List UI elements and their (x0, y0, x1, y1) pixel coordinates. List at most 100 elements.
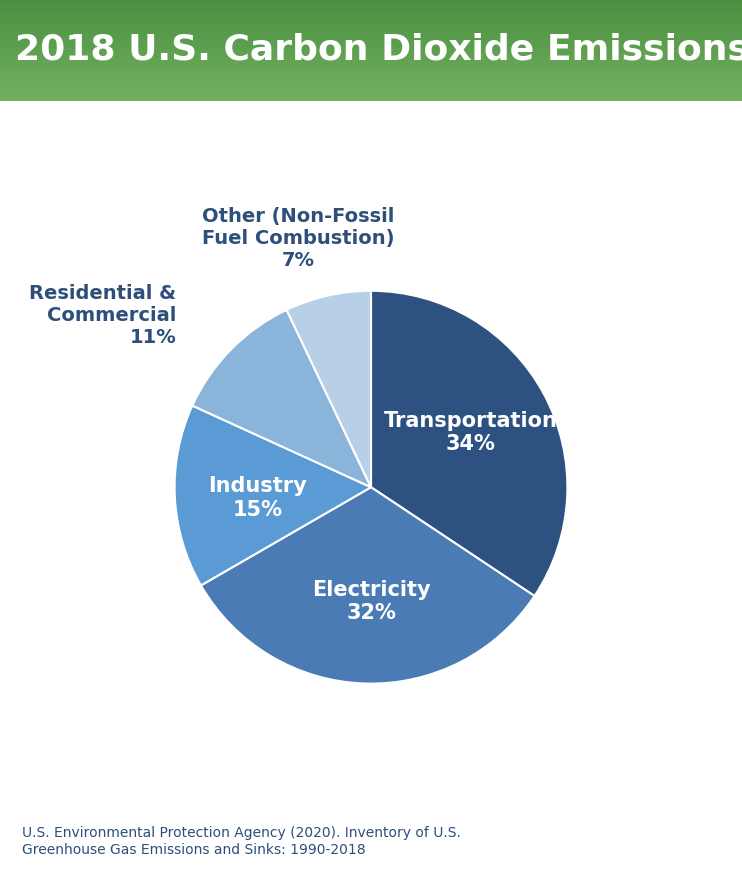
Bar (0, 58, 742, 59)
Wedge shape (371, 291, 568, 596)
Bar (0, 41, 742, 42)
Bar (0, 38, 742, 39)
Bar (0, 75, 742, 76)
Bar (0, 50, 742, 52)
Bar (0, 68, 742, 69)
Bar (0, 81, 742, 82)
Bar (0, 78, 742, 79)
Bar (0, 54, 742, 55)
Bar (0, 22, 742, 23)
Bar (0, 18, 742, 19)
Wedge shape (174, 406, 371, 586)
Bar (0, 9, 742, 10)
Text: Transportation
34%: Transportation 34% (384, 411, 558, 454)
Bar (0, 76, 742, 78)
Bar (0, 36, 742, 38)
Bar (0, 33, 742, 34)
Bar (0, 71, 742, 72)
Bar (0, 83, 742, 85)
Bar (0, 48, 742, 49)
Bar (0, 55, 742, 56)
Bar (0, 72, 742, 73)
Bar (0, 5, 742, 6)
Wedge shape (201, 487, 534, 683)
Bar (0, 80, 742, 81)
Bar (0, 32, 742, 33)
Bar (0, 26, 742, 27)
Bar (0, 52, 742, 53)
Bar (0, 13, 742, 14)
Bar (0, 35, 742, 36)
Bar (0, 88, 742, 89)
Text: Residential &
Commercial
11%: Residential & Commercial 11% (30, 284, 177, 347)
Bar (0, 92, 742, 93)
Bar (0, 27, 742, 28)
Bar (0, 63, 742, 65)
Bar (0, 82, 742, 83)
Bar (0, 94, 742, 95)
Bar (0, 93, 742, 94)
Bar (0, 16, 742, 17)
Bar (0, 73, 742, 74)
Bar (0, 15, 742, 16)
Text: U.S. Environmental Protection Agency (2020). Inventory of U.S.
Greenhouse Gas Em: U.S. Environmental Protection Agency (20… (22, 826, 461, 857)
Bar (0, 2, 742, 3)
Bar (0, 49, 742, 50)
Bar (0, 3, 742, 4)
Bar (0, 87, 742, 88)
Bar (0, 66, 742, 67)
Wedge shape (286, 291, 371, 487)
Bar (0, 24, 742, 25)
Bar (0, 65, 742, 66)
Bar (0, 11, 742, 12)
Bar (0, 46, 742, 47)
Bar (0, 1, 742, 2)
Bar (0, 21, 742, 22)
Bar (0, 29, 742, 30)
Bar (0, 45, 742, 46)
Bar (0, 7, 742, 8)
Bar (0, 19, 742, 20)
Bar (0, 8, 742, 9)
Bar (0, 43, 742, 45)
Bar (0, 0, 742, 1)
Bar (0, 25, 742, 26)
Bar (0, 34, 742, 35)
Bar (0, 23, 742, 24)
Bar (0, 95, 742, 96)
Bar (0, 99, 742, 100)
Bar (0, 60, 742, 61)
Bar (0, 17, 742, 18)
Bar (0, 4, 742, 5)
Bar (0, 96, 742, 98)
Bar (0, 28, 742, 29)
Bar (0, 91, 742, 92)
Bar (0, 74, 742, 75)
Bar (0, 59, 742, 60)
Bar (0, 53, 742, 54)
Bar (0, 67, 742, 68)
Bar (0, 100, 742, 101)
Bar (0, 12, 742, 13)
Text: Other (Non-Fossil
Fuel Combustion)
7%: Other (Non-Fossil Fuel Combustion) 7% (203, 207, 395, 270)
Bar (0, 56, 742, 58)
Bar (0, 10, 742, 11)
Bar (0, 40, 742, 41)
Bar (0, 14, 742, 15)
Bar (0, 39, 742, 40)
Bar (0, 85, 742, 86)
Bar (0, 20, 742, 21)
Bar (0, 61, 742, 62)
Bar (0, 30, 742, 31)
Text: Electricity
32%: Electricity 32% (312, 579, 430, 623)
Bar (0, 62, 742, 63)
Bar (0, 89, 742, 90)
Bar (0, 79, 742, 80)
Bar (0, 86, 742, 87)
Bar (0, 47, 742, 48)
Bar (0, 98, 742, 99)
Bar (0, 31, 742, 32)
Bar (0, 69, 742, 71)
Text: Industry
15%: Industry 15% (209, 476, 307, 519)
Bar (0, 6, 742, 7)
